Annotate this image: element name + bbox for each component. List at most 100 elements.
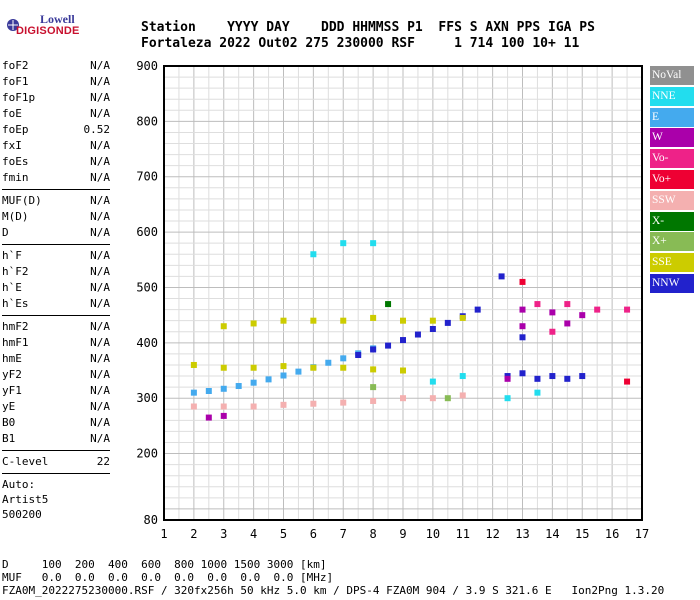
- param-value: N/A: [90, 171, 110, 184]
- data-point: [340, 317, 347, 324]
- param-row-hf: h`F N/A: [2, 248, 110, 264]
- param-row-md: M(D) N/A: [2, 209, 110, 225]
- auto-scaling-line: Auto:: [2, 478, 36, 491]
- x-tick-label: 3: [220, 527, 227, 541]
- data-point: [519, 306, 526, 313]
- param-row-ye: yE N/A: [2, 399, 110, 415]
- series-nnw: [355, 273, 586, 382]
- footer-line1: D 100 200 400 600 800 1000 1500 3000 [km…: [2, 558, 327, 571]
- series-x: [385, 301, 392, 308]
- param-value: N/A: [90, 400, 110, 413]
- data-point: [250, 403, 257, 410]
- param-name: h`Es: [2, 297, 29, 310]
- data-point: [280, 317, 287, 324]
- param-row-fmin: fmin N/A: [2, 170, 110, 186]
- data-point: [400, 367, 406, 374]
- x-tick-label: 13: [515, 527, 529, 541]
- data-point: [250, 379, 257, 386]
- param-name: yF1: [2, 384, 22, 397]
- param-value: N/A: [90, 281, 110, 294]
- data-point: [534, 375, 541, 382]
- data-point: [220, 385, 227, 392]
- data-point: [340, 399, 347, 406]
- data-point: [534, 389, 541, 396]
- x-tick-label: 10: [426, 527, 440, 541]
- param-value: 0.52: [83, 123, 111, 136]
- footer-line3: FZA0M_2022275230000.RSF / 320fx256h 50 k…: [2, 584, 665, 597]
- x-tick-label: 6: [310, 527, 317, 541]
- param-value: N/A: [90, 265, 110, 278]
- y-tick-label: 200: [136, 447, 158, 461]
- data-point: [429, 395, 436, 402]
- x-tick-label: 9: [399, 527, 406, 541]
- data-point: [370, 240, 377, 247]
- data-point: [624, 378, 631, 385]
- data-point: [310, 364, 317, 371]
- data-point: [400, 317, 406, 324]
- param-value: N/A: [90, 155, 110, 168]
- lowell-digisonde-logo: Lowell DIGISONDE: [4, 6, 79, 46]
- data-point: [370, 366, 377, 373]
- param-divider: [2, 473, 110, 474]
- x-tick-label: 8: [370, 527, 377, 541]
- data-point: [190, 389, 197, 396]
- data-point: [250, 364, 257, 371]
- param-row-he: h`E N/A: [2, 280, 110, 296]
- param-name: foF1: [2, 75, 29, 88]
- param-row-yf1: yF1 N/A: [2, 383, 110, 399]
- y-tick-label: 500: [136, 280, 158, 294]
- data-point: [340, 355, 347, 362]
- param-value: N/A: [90, 107, 110, 120]
- param-name: foEp: [2, 123, 29, 136]
- param-value: N/A: [90, 91, 110, 104]
- y-tick-label: 800: [136, 114, 158, 128]
- param-row-hf2: h`F2 N/A: [2, 264, 110, 280]
- data-point: [504, 375, 511, 382]
- data-point: [310, 251, 317, 258]
- data-point: [235, 383, 242, 390]
- legend-item-x: X+: [650, 232, 694, 252]
- x-tick-label: 1: [160, 527, 167, 541]
- x-tick-label: 7: [340, 527, 347, 541]
- data-point: [549, 309, 556, 316]
- param-value: N/A: [90, 320, 110, 333]
- y-tick-label: 900: [136, 59, 158, 73]
- data-point: [564, 375, 571, 382]
- data-point: [220, 323, 227, 330]
- param-row-b1: B1 N/A: [2, 431, 110, 447]
- data-point: [549, 373, 556, 380]
- data-point: [205, 414, 212, 421]
- param-value: N/A: [90, 368, 110, 381]
- param-value: N/A: [90, 59, 110, 72]
- param-name: hmF1: [2, 336, 29, 349]
- data-point: [459, 392, 466, 399]
- data-point: [325, 359, 332, 366]
- series-vo: [534, 301, 631, 335]
- data-point: [549, 328, 556, 335]
- param-row-fof1: foF1 N/A: [2, 74, 110, 90]
- param-name: D: [2, 226, 9, 239]
- parameter-panel: foF2 N/A foF1 N/A foF1p N/A foE N/A foEp 0.52 fxI N…: [2, 58, 110, 522]
- param-name: MUF(D): [2, 194, 42, 207]
- data-point: [498, 273, 505, 280]
- y-tick-label: 80: [144, 513, 158, 527]
- data-point: [459, 373, 466, 380]
- param-row-foes: foEs N/A: [2, 154, 110, 170]
- data-point: [444, 319, 451, 326]
- param-value: 22: [96, 455, 110, 468]
- data-point: [370, 314, 377, 321]
- x-tick-label: 16: [605, 527, 619, 541]
- param-row-mufd: MUF(D) N/A: [2, 193, 110, 209]
- legend: NoVal NNE E W Vo- Vo+ SSW X- X+ SSE NNW: [650, 66, 694, 295]
- x-tick-labels: 1 2 3 4 5 6 7 8 9 10 11 12 13 14 15 16 17: [160, 527, 649, 541]
- data-point: [250, 320, 257, 327]
- plot-points: [190, 240, 631, 421]
- data-point: [519, 278, 526, 285]
- data-point: [400, 337, 406, 344]
- param-row-foep: foEp 0.52: [2, 122, 110, 138]
- header-line1: Station YYYY DAY DDD HHMMSS P1 FFS S AXN…: [141, 20, 595, 35]
- param-value: N/A: [90, 384, 110, 397]
- data-point: [534, 301, 541, 308]
- x-tick-label: 14: [545, 527, 559, 541]
- data-point: [370, 346, 377, 353]
